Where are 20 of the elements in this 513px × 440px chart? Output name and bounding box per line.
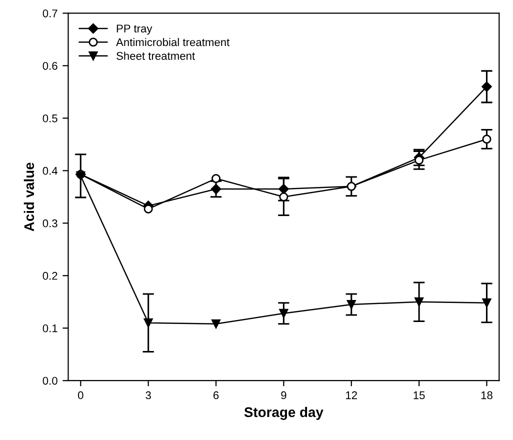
x-tick-label: 18: [481, 391, 492, 400]
y-tick-label: 0.6: [42, 62, 58, 70]
x-tick-label: 12: [346, 391, 357, 400]
x-tick-label: 15: [414, 391, 425, 400]
y-axis-title: Acid value: [24, 162, 34, 232]
x-tick-label: 9: [281, 391, 286, 400]
x-tick-label: 3: [146, 391, 151, 400]
legend-label: Antimicrobial treatment: [116, 38, 230, 46]
x-tick-label: 6: [213, 391, 219, 400]
legend-label: PP tray: [116, 24, 152, 35]
y-tick-label: 0.7: [42, 9, 58, 18]
y-tick-label: 0.5: [42, 114, 58, 122]
y-tick-label: 0.0: [42, 376, 58, 385]
legend-label: Sheet treatment: [116, 52, 195, 60]
y-tick-label: 0.2: [42, 272, 58, 280]
x-tick-label: 0: [78, 391, 84, 400]
y-tick-label: 0.4: [42, 166, 58, 175]
y-tick-label: 0.3: [42, 219, 58, 228]
x-axis-title: Storage day: [244, 406, 324, 420]
y-tick-label: 0.1: [42, 324, 58, 332]
